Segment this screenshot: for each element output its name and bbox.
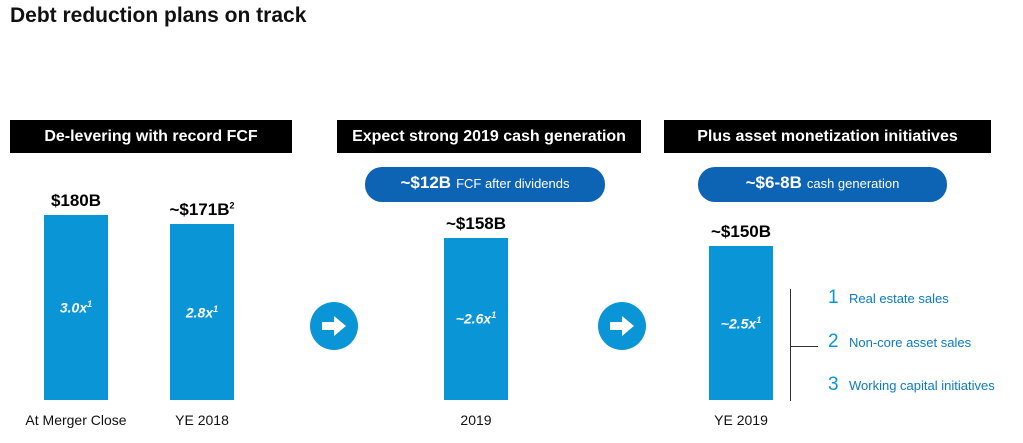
initiative-number: 1 <box>828 287 839 308</box>
leverage-label: ~2.6x1 <box>455 310 497 328</box>
leverage-footnote: 1 <box>213 303 219 314</box>
category-label: YE 2018 <box>175 412 229 428</box>
leverage-footnote: 1 <box>491 310 497 321</box>
bar-value-label: ~$171B2 <box>169 200 235 220</box>
leverage-label: ~2.5x1 <box>720 314 762 332</box>
initiative-item: 3 Working capital initiatives <box>828 374 995 396</box>
page-title: Debt reduction plans on track <box>10 4 307 27</box>
bar: ~2.5x1 <box>709 245 773 400</box>
category-label: YE 2019 <box>714 412 768 428</box>
cash-generation-pill-label: cash generation <box>806 176 900 191</box>
leverage-footnote: 1 <box>756 314 762 325</box>
bar: 2.8x1 <box>170 224 234 400</box>
leverage-footnote: 1 <box>87 299 93 310</box>
initiative-item: 1 Real estate sales <box>828 287 949 309</box>
bar-value-label: ~$158B <box>445 213 507 233</box>
initiatives-bracket-connector <box>790 346 818 347</box>
cash-generation-pill: ~$6-8B cash generation <box>698 167 947 202</box>
fcf-pill: ~$12B FCF after dividends <box>365 167 605 202</box>
bar-value-label: $180B <box>50 191 102 210</box>
initiative-label: Real estate sales <box>849 290 949 306</box>
leverage-label: 3.0x1 <box>59 299 93 316</box>
fcf-pill-value: ~$12B <box>400 173 452 192</box>
section-header-asset-monetization: Plus asset monetization initiatives <box>664 120 991 153</box>
initiatives-bracket <box>790 289 791 401</box>
initiative-item: 2 Non-core asset sales <box>828 331 971 353</box>
right-arrow-icon <box>598 302 646 350</box>
section-header-delevering: De-levering with record FCF <box>10 120 292 153</box>
initiative-number: 3 <box>828 374 839 395</box>
category-label: At Merger Close <box>25 412 127 428</box>
initiative-label: Working capital initiatives <box>849 377 995 393</box>
right-arrow-icon <box>310 302 358 350</box>
value-footnote: 2 <box>229 200 235 211</box>
initiative-label: Non-core asset sales <box>849 334 972 350</box>
category-label: 2019 <box>460 412 492 428</box>
cash-generation-pill-value: ~$6-8B <box>745 173 802 192</box>
bar: ~2.6x1 <box>444 237 508 400</box>
bar-value-label: ~$150B <box>710 221 772 241</box>
initiative-number: 2 <box>828 331 839 352</box>
fcf-pill-label: FCF after dividends <box>456 176 570 191</box>
bar: 3.0x1 <box>44 215 108 400</box>
section-header-cash-generation: Expect strong 2019 cash generation <box>337 120 641 153</box>
leverage-label: 2.8x1 <box>185 303 219 321</box>
